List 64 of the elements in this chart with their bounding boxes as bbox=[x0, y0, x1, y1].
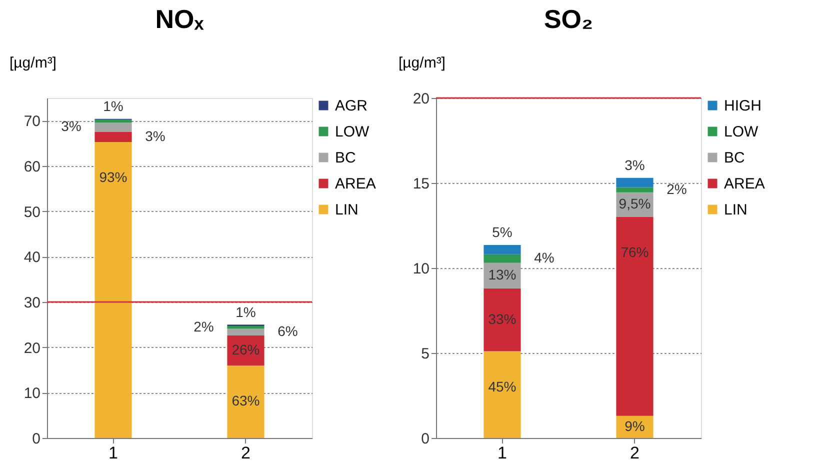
legend-label: AREA bbox=[335, 176, 376, 192]
annotation: 4% bbox=[534, 250, 554, 266]
x-tick-label: 2 bbox=[630, 444, 640, 462]
bar bbox=[616, 217, 654, 416]
annotation: 5% bbox=[492, 224, 512, 240]
legend-label: LOW bbox=[724, 124, 760, 140]
annotation: 1% bbox=[103, 98, 124, 114]
bar bbox=[227, 328, 264, 336]
y-tick-label: 10 bbox=[24, 385, 40, 402]
y-tick-label: 30 bbox=[24, 294, 40, 312]
y-tick-label: 15 bbox=[412, 176, 430, 192]
bar bbox=[94, 122, 132, 132]
y-tick-label: 20 bbox=[24, 340, 40, 357]
x-tick-label: 1 bbox=[108, 444, 118, 462]
bar bbox=[227, 365, 264, 438]
y-axis-title: [µg/m³] bbox=[10, 54, 56, 72]
y-tick-label: 70 bbox=[24, 113, 40, 130]
y-tick-label: 50 bbox=[24, 204, 40, 221]
annotation: 3% bbox=[145, 128, 166, 144]
chart-title: NOₓ bbox=[155, 4, 204, 34]
bar bbox=[484, 288, 521, 352]
annotation: 33% bbox=[488, 310, 516, 327]
annotation: 1% bbox=[236, 304, 256, 320]
annotation: 3% bbox=[624, 157, 645, 173]
annotation: 3% bbox=[61, 118, 82, 134]
annotation: 6% bbox=[278, 323, 298, 340]
y-tick-label: 10 bbox=[412, 260, 430, 278]
x-tick-label: 2 bbox=[241, 444, 250, 462]
annotation: 76% bbox=[620, 244, 649, 260]
bar bbox=[616, 178, 654, 188]
x-tick-label: 1 bbox=[498, 444, 507, 462]
bar bbox=[616, 187, 654, 192]
bar bbox=[227, 326, 264, 329]
y-tick-label: 20 bbox=[412, 90, 430, 108]
bar bbox=[484, 254, 521, 263]
annotation: 26% bbox=[232, 342, 260, 358]
legend-label: LOW bbox=[335, 124, 370, 140]
legend-label: LIN bbox=[724, 202, 748, 218]
annotation: 2% bbox=[666, 180, 687, 197]
y-tick-label: 5 bbox=[421, 346, 430, 362]
y-tick-label: 0 bbox=[32, 430, 40, 448]
bar bbox=[484, 245, 521, 254]
legend-label: LIN bbox=[335, 202, 358, 218]
bar bbox=[94, 120, 132, 122]
annotation: 9% bbox=[624, 418, 645, 434]
legend-label: HIGH bbox=[724, 98, 762, 114]
bar bbox=[94, 132, 132, 142]
y-tick-label: 0 bbox=[421, 430, 430, 448]
y-axis-title: [µg/m³] bbox=[398, 54, 446, 72]
legend-label: AGR bbox=[335, 98, 368, 114]
annotation: 13% bbox=[488, 266, 516, 283]
y-tick-label: 40 bbox=[24, 249, 40, 266]
annotation: 45% bbox=[488, 378, 516, 394]
legend-label: BC bbox=[335, 150, 356, 166]
bar bbox=[94, 142, 132, 438]
bar bbox=[484, 351, 521, 438]
annotation: 9,5% bbox=[618, 196, 651, 212]
annotation: 2% bbox=[194, 318, 214, 334]
annotation: 63% bbox=[232, 392, 260, 408]
y-tick-label: 60 bbox=[24, 158, 40, 176]
chart-title: SO₂ bbox=[544, 4, 594, 34]
legend-label: BC bbox=[724, 150, 746, 166]
legend-label: AREA bbox=[724, 176, 765, 192]
annotation: 93% bbox=[99, 168, 128, 185]
